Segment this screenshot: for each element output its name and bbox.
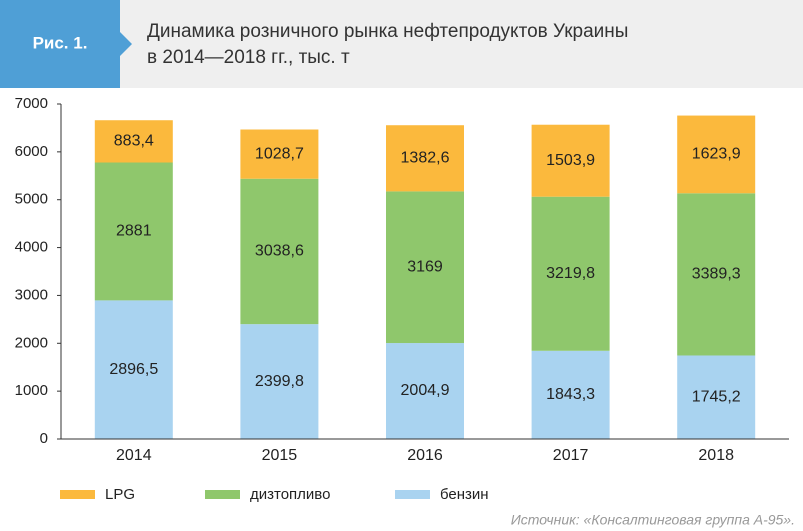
y-tick-label: 2000 — [15, 334, 48, 351]
bar-segment — [531, 124, 610, 197]
bar-segment — [677, 355, 756, 439]
chart-subtitle: в 2014—2018 гг., тыс. т — [147, 47, 350, 68]
value-label: 3389,3 — [692, 266, 741, 283]
bar-segment — [531, 350, 610, 439]
y-tick-label: 4000 — [15, 239, 48, 256]
value-label: 1503,9 — [546, 152, 595, 169]
bar-segment — [94, 300, 173, 439]
y-tick-label: 1000 — [15, 382, 48, 399]
legend-label: дизтопливо — [250, 486, 330, 503]
value-label: 2399,8 — [255, 373, 304, 390]
legend-swatch — [395, 490, 430, 499]
y-tick-label: 7000 — [15, 95, 48, 112]
bar-segment — [240, 324, 319, 439]
bar-segment — [677, 193, 756, 356]
bar-segment — [386, 191, 464, 344]
source: Источник: «Консалтинговая группа А-95». — [511, 512, 795, 528]
value-label: 1382,6 — [401, 150, 450, 167]
value-label: 3169 — [407, 258, 443, 275]
x-tick-label: 2014 — [116, 447, 152, 464]
value-label: 3038,6 — [255, 243, 304, 260]
bar-segment — [386, 125, 464, 192]
bar-segment — [386, 343, 464, 439]
figure-label-box — [0, 0, 132, 88]
figure-label: Рис. 1. — [33, 33, 88, 52]
header-background — [0, 0, 803, 88]
legend-swatch — [205, 490, 240, 499]
value-label: 2004,9 — [401, 382, 450, 399]
x-tick-label: 2016 — [407, 447, 443, 464]
value-label: 1028,7 — [255, 145, 304, 162]
bar-segment — [240, 178, 319, 325]
y-tick-label: 3000 — [15, 286, 48, 303]
value-label: 2881 — [116, 223, 152, 240]
value-label: 883,4 — [114, 133, 154, 150]
legend-swatch — [60, 490, 95, 499]
bar-segment — [94, 120, 173, 163]
chart-title: Динамика розничного рынка нефтепродуктов… — [147, 21, 628, 42]
value-label: 2896,5 — [109, 361, 158, 378]
y-tick-label: 0 — [40, 430, 48, 447]
y-tick-label: 6000 — [15, 143, 48, 160]
value-label: 1745,2 — [692, 388, 741, 405]
legend-label: бензин — [440, 486, 489, 503]
value-label: 1623,9 — [692, 146, 741, 163]
x-tick-label: 2017 — [553, 447, 589, 464]
x-tick-label: 2015 — [262, 447, 298, 464]
bar-segment — [240, 129, 319, 179]
y-tick-label: 5000 — [15, 191, 48, 208]
bar-segment — [531, 196, 610, 351]
value-label: 3219,8 — [546, 265, 595, 282]
value-label: 1843,3 — [546, 386, 595, 403]
bar-segment — [677, 115, 756, 194]
legend-label: LPG — [105, 486, 135, 503]
x-tick-label: 2018 — [698, 447, 734, 464]
bar-segment — [94, 162, 173, 301]
